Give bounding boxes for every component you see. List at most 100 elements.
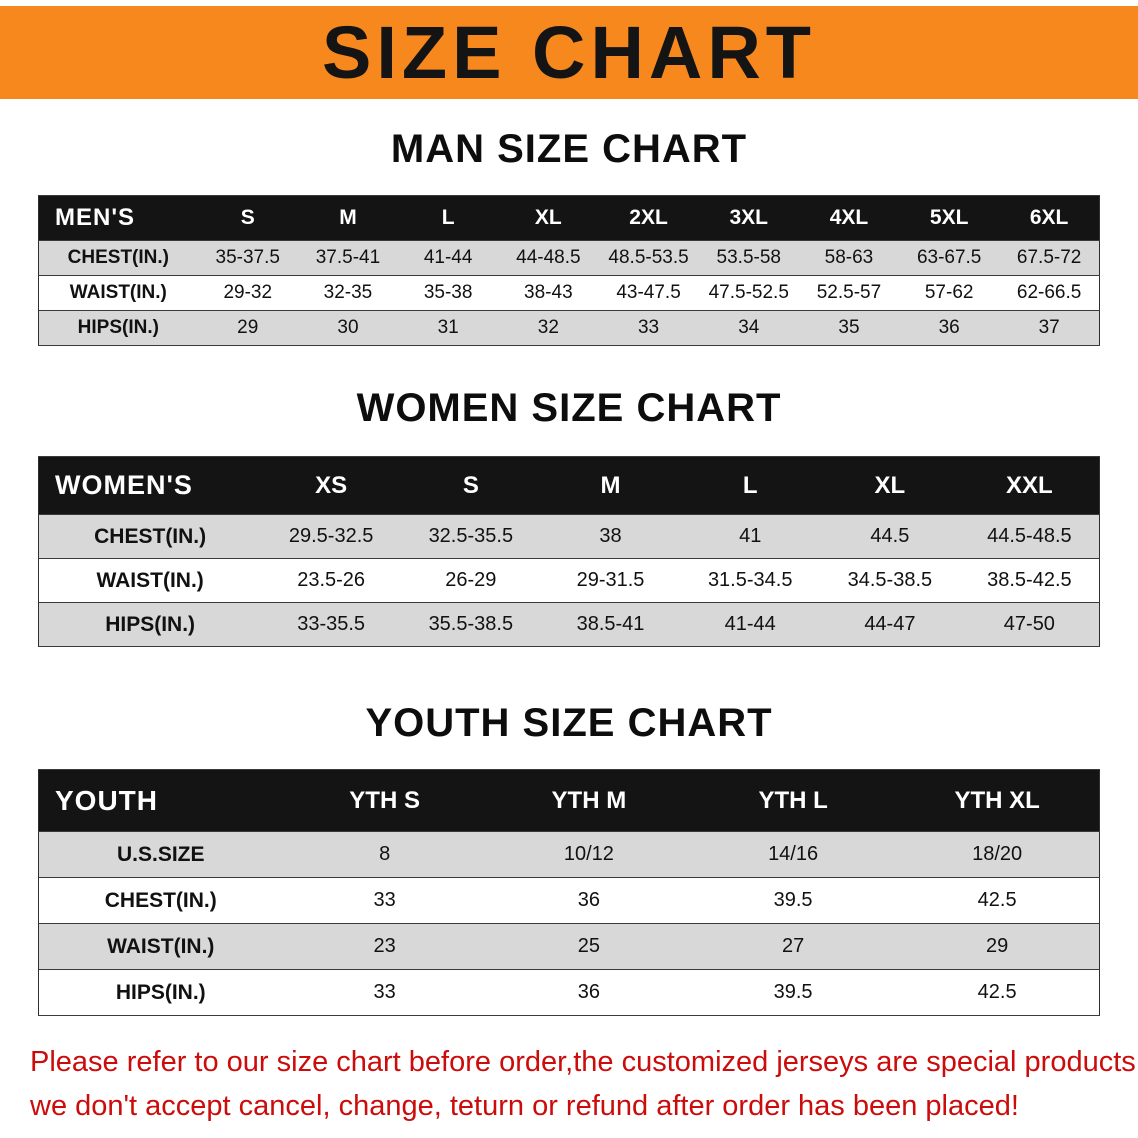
table-cell: 33 — [373, 889, 396, 911]
table-cell: 29-31.5 — [576, 569, 645, 591]
women-size-chart-heading: WOMEN SIZE CHART — [356, 386, 782, 430]
column-header: L — [398, 195, 499, 241]
column-header: XL — [498, 195, 599, 241]
table-row: WAIST(IN.) 23.5-26 26-29 29-31.5 31.5-34.5 34… — [38, 558, 1100, 603]
table-cell: 35.5-38.5 — [428, 613, 514, 635]
row-label: U.S.SIZE — [116, 842, 205, 866]
table-cell: 37.5-41 — [315, 247, 381, 268]
table-cell: 31 — [437, 317, 459, 338]
table-cell: 27 — [781, 935, 805, 957]
table-cell: 37 — [1038, 317, 1060, 338]
column-header: M — [297, 195, 399, 241]
table-cell: 41-44 — [724, 613, 776, 635]
table-row: CHEST(IN.) 33 36 39.5 42.5 — [38, 877, 1100, 924]
table-cell: 35-37.5 — [215, 247, 280, 268]
table-cell: 36 — [938, 317, 960, 338]
man-size-chart-heading: MAN SIZE CHART — [390, 127, 748, 171]
table-cell: 63-67.5 — [916, 247, 982, 268]
row-label: WAIST(IN.) — [96, 568, 204, 592]
table-cell: 29 — [985, 935, 1009, 957]
table-cell: 42.5 — [977, 981, 1017, 1003]
table-row: WAIST(IN.) 29-32 32-35 35-38 38-43 43-47.5 47.… — [38, 275, 1100, 311]
column-header: XL — [820, 456, 960, 515]
table-cell: 41 — [739, 525, 762, 547]
row-label: CHEST(IN.) — [67, 247, 169, 268]
table-cell: 36 — [577, 981, 600, 1003]
table-row: HIPS(IN.) 33-35.5 35.5-38.5 38.5-41 41-44 44-… — [38, 602, 1100, 647]
table-cell: 67.5-72 — [1016, 247, 1082, 268]
table-cell: 41-44 — [423, 247, 473, 268]
column-header: YTH M — [486, 769, 691, 832]
table-row: CHEST(IN.) 29.5-32.5 32.5-35.5 38 41 44.5 44.5… — [38, 514, 1100, 559]
table-cell: 26-29 — [445, 569, 497, 591]
table-cell: 38.5-42.5 — [987, 569, 1072, 591]
table-cell: 35-38 — [423, 282, 473, 303]
table-cell: 38-43 — [524, 282, 573, 303]
table-row: HIPS(IN.) 33 36 39.5 42.5 — [38, 969, 1100, 1016]
table-cell: 52.5-57 — [816, 282, 882, 303]
table-cell: 44-47 — [864, 613, 916, 635]
table-cell: 10/12 — [563, 843, 614, 865]
table-cell: 29-32 — [223, 282, 273, 303]
table-row: HIPS(IN.) 29 30 31 32 33 34 35 36 37 — [38, 310, 1100, 346]
table-cell: 30 — [337, 317, 359, 338]
row-label: WAIST(IN.) — [69, 282, 167, 303]
table-cell: 34.5-38.5 — [847, 569, 933, 591]
youth-size-chart-section: YOUTH SIZE CHART YOUTH YTH S YTH M YTH L YTH… — [0, 699, 1138, 1016]
column-header: XS — [261, 456, 401, 515]
column-header: 4XL — [798, 195, 900, 241]
table-cell: 32 — [537, 317, 559, 338]
row-label: HIPS(IN.) — [115, 980, 206, 1004]
table-row: U.S.SIZE 8 10/12 14/16 18/20 — [38, 831, 1100, 878]
table-cell: 34 — [738, 317, 760, 338]
table-cell: 47.5-52.5 — [708, 282, 789, 303]
column-header: M — [540, 456, 681, 515]
women-size-chart-section: WOMEN SIZE CHART WOMEN'S XS S M L XL XXL CHEST(… — [0, 384, 1138, 647]
table-header-label: YOUTH — [38, 769, 283, 832]
disclaimer-line-1: Please refer to our size chart before or… — [30, 1046, 1138, 1078]
table-cell: 36 — [577, 889, 600, 911]
banner-title: SIZE CHART — [322, 10, 816, 94]
table-cell: 14/16 — [768, 843, 819, 865]
banner: SIZE CHART — [0, 6, 1138, 99]
table-cell: 32-35 — [323, 282, 373, 303]
table-cell: 43-47.5 — [616, 282, 681, 303]
table-cell: 25 — [577, 935, 600, 957]
table-cell: 23.5-26 — [297, 569, 366, 591]
table-cell: 48.5-53.5 — [608, 247, 689, 268]
table-cell: 58-63 — [824, 247, 874, 268]
table-cell: 47-50 — [1003, 613, 1055, 635]
row-label: CHEST(IN.) — [104, 888, 217, 912]
table-header-row: YOUTH YTH S YTH M YTH L YTH XL — [38, 769, 1100, 832]
column-header: S — [197, 195, 298, 241]
table-row: WAIST(IN.) 23 25 27 29 — [38, 923, 1100, 970]
table-cell: 31.5-34.5 — [707, 569, 793, 591]
table-header-row: MEN'S S M L XL 2XL 3XL 4XL 5XL 6XL — [38, 195, 1100, 241]
column-header: YTH L — [690, 769, 896, 832]
table-cell: 57-62 — [924, 282, 974, 303]
table-cell: 53.5-58 — [716, 247, 781, 268]
table-cell: 23 — [373, 935, 396, 957]
table-cell: 33 — [637, 317, 660, 338]
youth-size-table: YOUTH YTH S YTH M YTH L YTH XL U.S.SIZE 8 10/12… — [38, 769, 1100, 1016]
table-cell: 39.5 — [773, 981, 813, 1003]
column-header: YTH XL — [895, 769, 1100, 832]
table-cell: 38.5-41 — [576, 613, 645, 635]
table-cell: 29 — [237, 317, 259, 338]
table-cell: 35 — [838, 317, 860, 338]
disclaimer-line-2: we don't accept cancel, change, teturn o… — [30, 1090, 1019, 1122]
table-cell: 44.5 — [870, 525, 910, 547]
disclaimer-note: Please refer to our size chart before or… — [30, 1040, 1138, 1128]
table-cell: 18/20 — [972, 843, 1023, 865]
table-cell: 38 — [599, 525, 622, 547]
table-row: CHEST(IN.) 35-37.5 37.5-41 41-44 44-48.5 48.5… — [38, 240, 1100, 276]
table-cell: 62-66.5 — [1016, 282, 1082, 303]
column-header: S — [400, 456, 541, 515]
table-cell: 32.5-35.5 — [428, 525, 514, 547]
column-header: YTH S — [282, 769, 487, 832]
column-header: XXL — [959, 456, 1100, 515]
table-header-row: WOMEN'S XS S M L XL XXL — [38, 456, 1100, 515]
table-cell: 44.5-48.5 — [987, 525, 1072, 547]
table-cell: 33-35.5 — [297, 613, 366, 635]
column-header: 6XL — [999, 195, 1100, 241]
